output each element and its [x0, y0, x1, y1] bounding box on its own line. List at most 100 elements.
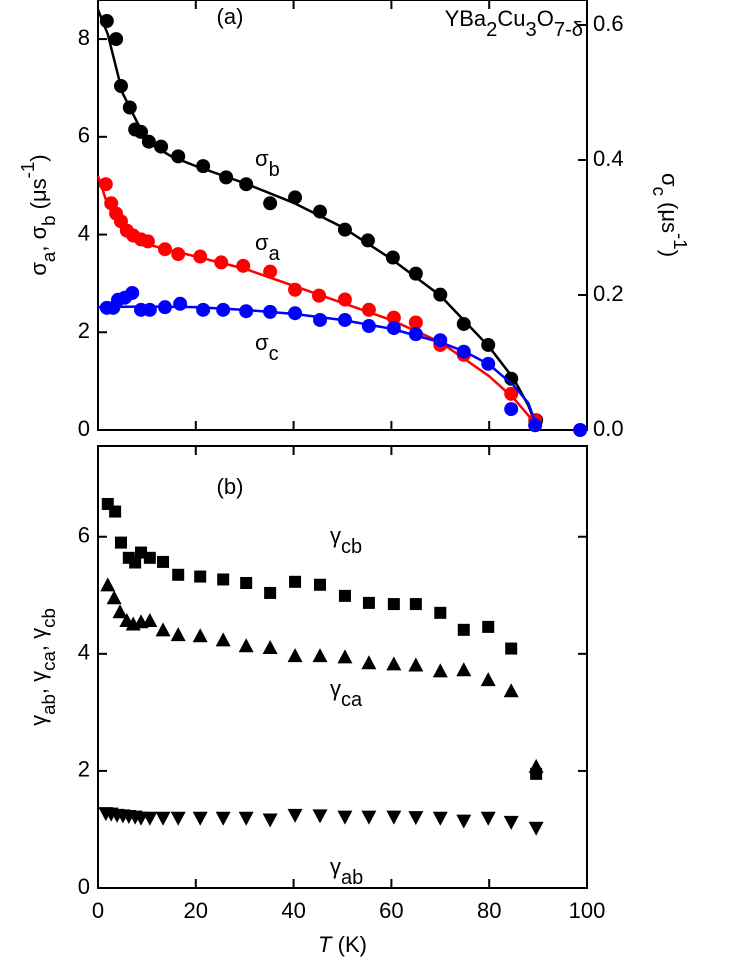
annotation: YBa2Cu3O7-δ — [445, 6, 583, 42]
text-part: ca — [38, 651, 59, 671]
y-tick-label: 8 — [78, 25, 90, 50]
data-point — [408, 327, 423, 342]
data-point — [337, 292, 352, 307]
y-tick-label: 0 — [78, 416, 90, 441]
series-label: σb — [255, 146, 280, 181]
y2-tick-label: 0.4 — [593, 146, 624, 171]
data-point — [215, 632, 231, 647]
data-point — [240, 576, 253, 589]
data-point — [528, 418, 543, 433]
y-tick-label: 0 — [78, 874, 90, 899]
text-part: (b) — [217, 474, 244, 499]
data-point — [288, 306, 303, 321]
text-part: (μs — [657, 196, 682, 233]
series-label: σc — [255, 330, 279, 365]
data-point — [99, 14, 114, 29]
data-point — [312, 648, 328, 663]
y-tick-label: 4 — [78, 640, 90, 665]
data-point — [106, 590, 122, 605]
data-point — [134, 124, 149, 139]
text-part: (μs — [26, 178, 51, 215]
data-point — [387, 598, 400, 611]
text-part: cb — [38, 608, 59, 628]
series-label: γcb — [330, 523, 362, 558]
data-point — [503, 683, 519, 698]
data-point — [528, 758, 544, 773]
data-point — [263, 264, 278, 279]
text-part: σ — [657, 173, 682, 187]
data-point — [385, 250, 400, 265]
series-label-base: σ — [255, 230, 269, 255]
x-tick-label: 80 — [477, 898, 501, 923]
data-point — [434, 606, 447, 619]
text-part: T — [318, 932, 333, 957]
data-point — [313, 312, 328, 327]
text-part: YBa — [445, 6, 487, 31]
data-point — [192, 811, 208, 826]
data-point — [504, 402, 519, 417]
data-point — [109, 505, 122, 518]
data-point — [456, 814, 472, 829]
data-point — [361, 302, 376, 317]
series-label-sub: a — [269, 243, 281, 265]
y2-tick-label: 0.0 — [593, 416, 624, 441]
data-point — [217, 573, 230, 586]
data-point — [288, 282, 303, 297]
y2-axis-label: σc (μs-1) — [649, 173, 691, 257]
data-point — [573, 423, 588, 437]
data-point — [154, 139, 169, 154]
data-point — [386, 810, 402, 825]
data-point — [528, 821, 544, 836]
text-part: , γ — [26, 671, 51, 694]
annotation: (a) — [217, 4, 244, 29]
annotation: (b) — [217, 474, 244, 499]
y2-tick-label: 0.2 — [593, 281, 624, 306]
data-point — [155, 811, 171, 826]
series-label: γab — [330, 854, 363, 889]
y2-tick-label: 0.6 — [593, 11, 624, 36]
data-point — [456, 662, 472, 677]
data-point — [236, 258, 251, 273]
data-point — [171, 247, 186, 262]
data-point — [288, 190, 303, 205]
data-point — [504, 371, 519, 386]
data-point — [337, 649, 353, 664]
series-label-base: γ — [330, 854, 341, 879]
data-point — [312, 288, 327, 303]
series-label-sub: b — [269, 159, 280, 181]
text-part: b — [38, 215, 59, 225]
y-tick-label: 2 — [78, 318, 90, 343]
data-point — [362, 596, 375, 609]
text-part: , σ — [26, 225, 51, 251]
data-point — [287, 808, 303, 823]
text-part: a — [38, 251, 59, 262]
data-point — [214, 255, 229, 270]
data-point — [432, 663, 448, 678]
data-point — [314, 578, 327, 591]
data-point — [361, 655, 377, 670]
data-point — [112, 604, 128, 619]
data-point — [239, 177, 254, 192]
data-point — [312, 809, 328, 824]
text-part: Cu — [497, 6, 525, 31]
data-point — [289, 575, 302, 588]
data-point — [408, 657, 424, 672]
data-point — [238, 811, 254, 826]
data-point — [122, 100, 137, 115]
text-part: ) — [657, 250, 682, 257]
data-point — [262, 813, 278, 828]
data-point — [480, 811, 496, 826]
data-point — [337, 312, 352, 327]
data-point — [196, 159, 211, 174]
series-label-base: σ — [255, 146, 269, 171]
data-point — [142, 613, 158, 628]
data-point — [109, 32, 124, 47]
series-label-base: γ — [330, 676, 341, 701]
data-point — [193, 249, 208, 264]
data-point — [361, 810, 377, 825]
data-point — [173, 296, 188, 311]
data-point — [129, 556, 142, 569]
text-part: O — [537, 6, 554, 31]
data-point — [219, 170, 234, 185]
